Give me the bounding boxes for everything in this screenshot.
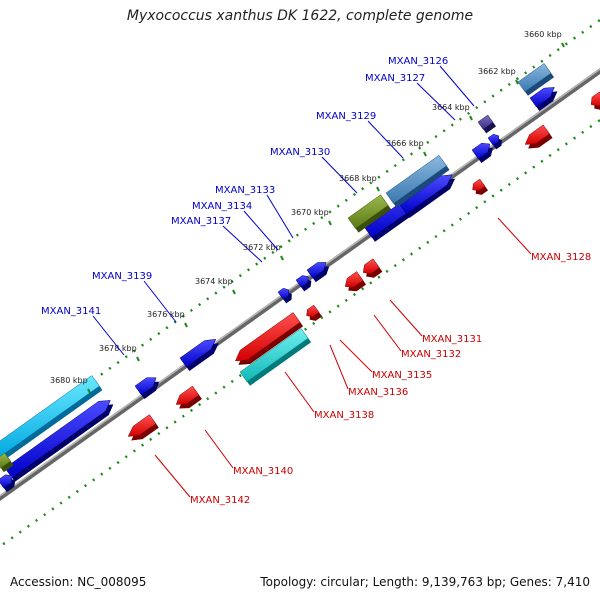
- kbp-tick: [87, 388, 91, 394]
- outer-tick-track: [0, 18, 600, 448]
- gene-block-purple: [477, 114, 496, 134]
- gene-block-forward: [306, 262, 330, 283]
- gene-label-reverse[interactable]: MXAN_3135: [372, 370, 432, 381]
- gene-leader-line: [321, 156, 358, 194]
- gene-label-forward[interactable]: MXAN_3126: [388, 56, 448, 67]
- topology-info: Topology: circular; Length: 9,139,763 bp…: [260, 575, 590, 589]
- gene-label-forward[interactable]: MXAN_3129: [316, 111, 376, 122]
- gene-block-olive: [347, 194, 392, 233]
- gene-block-reverse: [590, 91, 600, 110]
- kbp-label: 3672 kbp: [243, 243, 281, 252]
- gene-label-forward[interactable]: MXAN_3141: [41, 306, 101, 317]
- gene-label-reverse[interactable]: MXAN_3142: [190, 495, 250, 506]
- gene-block-olive: [0, 452, 14, 473]
- gene-leader-line: [497, 217, 532, 255]
- kbp-label: 3666 kbp: [386, 139, 424, 148]
- gene-block-steel: [385, 154, 450, 208]
- kbp-tick: [328, 220, 332, 226]
- gene-leader-line: [339, 339, 373, 373]
- gene-block-forward: [529, 87, 558, 111]
- gene-label-reverse[interactable]: MXAN_3138: [314, 410, 374, 421]
- gene-label-reverse[interactable]: MXAN_3131: [422, 334, 482, 345]
- kbp-tick: [232, 289, 236, 295]
- gene-label-forward[interactable]: MXAN_3134: [192, 201, 252, 212]
- kbp-label: 3662 kbp: [478, 67, 516, 76]
- gene-block-cyan: [0, 375, 103, 463]
- kbp-tick: [184, 322, 188, 328]
- gene-block-teal: [239, 328, 312, 386]
- kbp-tick: [515, 79, 519, 85]
- gene-leader-line: [373, 314, 402, 352]
- accession-text: Accession: NC_008095: [10, 575, 147, 589]
- kbp-label: 3674 kbp: [195, 277, 233, 286]
- gene-label-reverse[interactable]: MXAN_3128: [531, 252, 591, 263]
- gene-block-reverse: [235, 312, 304, 365]
- gene-block-forward: [134, 377, 160, 399]
- gene-leader-line: [416, 82, 456, 121]
- gene-block-reverse: [524, 124, 553, 149]
- gene-leader-line: [143, 280, 177, 323]
- kbp-label: 3676 kbp: [147, 310, 185, 319]
- gene-leader-line: [92, 315, 125, 356]
- gene-leader-line: [367, 120, 404, 159]
- gene-label-reverse[interactable]: MXAN_3140: [233, 466, 293, 477]
- gene-label-forward[interactable]: MXAN_3139: [92, 271, 152, 282]
- kbp-label: 3668 kbp: [339, 174, 377, 183]
- kbp-tick: [423, 151, 427, 157]
- gene-leader-line: [222, 225, 263, 263]
- gene-label-reverse[interactable]: MXAN_3136: [348, 387, 408, 398]
- gene-leader-line: [243, 210, 279, 251]
- gene-leader-line: [154, 454, 191, 498]
- gene-label-reverse[interactable]: MXAN_3132: [401, 349, 461, 360]
- kbp-label: 3680 kbp: [50, 376, 88, 385]
- gene-leader-line: [284, 371, 315, 413]
- kbp-tick: [136, 356, 140, 362]
- gene-block-forward: [295, 275, 312, 292]
- gene-block-reverse: [175, 385, 202, 409]
- gene-block-forward: [179, 338, 219, 371]
- gene-block-reverse: [472, 178, 488, 195]
- gene-label-forward[interactable]: MXAN_3133: [215, 185, 275, 196]
- gene-block-reverse: [127, 414, 159, 441]
- kbp-tick: [561, 42, 565, 48]
- kbp-label: 3678 kbp: [99, 344, 137, 353]
- gene-block-forward: [471, 142, 493, 163]
- kbp-label: 3670 kbp: [291, 208, 329, 217]
- gene-leader-line: [204, 429, 234, 469]
- gene-block-forward: [277, 287, 292, 304]
- kbp-tick: [376, 186, 380, 192]
- map-title: Myxococcus xanthus DK 1622, complete gen…: [126, 8, 474, 24]
- gene-label-forward[interactable]: MXAN_3137: [171, 216, 231, 227]
- gene-leader-line: [329, 344, 349, 390]
- gene-block-reverse: [344, 271, 367, 292]
- gene-label-forward[interactable]: MXAN_3130: [270, 147, 330, 158]
- gene-block-steel: [517, 63, 555, 96]
- gene-leader-line: [389, 299, 423, 337]
- gene-leader-line: [266, 194, 294, 239]
- kbp-label: 3660 kbp: [524, 30, 562, 39]
- kbp-tick: [469, 115, 473, 121]
- gene-block-forward: [0, 474, 16, 493]
- gene-leader-line: [439, 65, 475, 107]
- gene-block-reverse: [306, 304, 322, 321]
- gene-block-reverse: [362, 258, 383, 278]
- gene-block-forward: [487, 133, 502, 150]
- kbp-tick: [280, 255, 284, 261]
- gene-label-forward[interactable]: MXAN_3127: [365, 73, 425, 84]
- kbp-label: 3664 kbp: [432, 103, 470, 112]
